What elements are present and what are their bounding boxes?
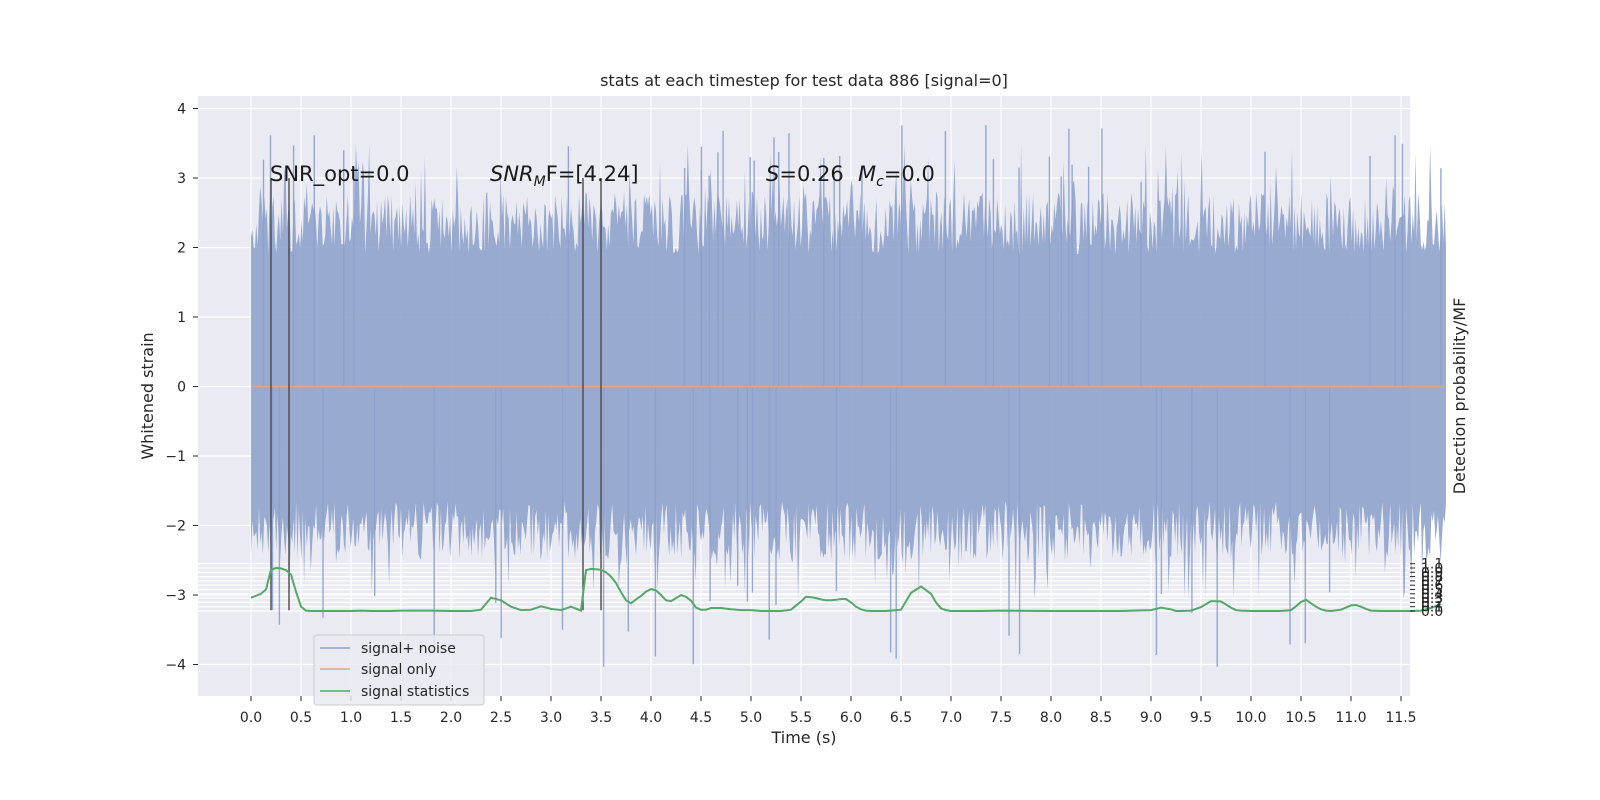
x-tick-label: 9.0 bbox=[1140, 710, 1162, 726]
y-tick-label: 3 bbox=[177, 171, 186, 187]
x-tick-label: 11.0 bbox=[1335, 710, 1366, 726]
chart-title: stats at each timestep for test data 886… bbox=[600, 71, 1008, 90]
x-tick-label: 6.5 bbox=[890, 710, 912, 726]
x-tick-label: 10.5 bbox=[1285, 710, 1316, 726]
x-tick-label: 0.5 bbox=[290, 710, 312, 726]
y-right-tick-label: 1.0 bbox=[1421, 561, 1443, 577]
y-tick-label: −4 bbox=[165, 658, 186, 674]
x-tick-label: 2.5 bbox=[490, 710, 512, 726]
y-right-tick-label: 0.6 bbox=[1421, 578, 1443, 594]
y-right-tick-label: 1.1 bbox=[1421, 557, 1443, 573]
x-tick-label: 0.0 bbox=[240, 710, 262, 726]
y-tick-label: 1 bbox=[177, 310, 186, 326]
y-axis-left-ticks: 4 3 2 1 0 −1 −2 −3 −4 bbox=[165, 102, 198, 674]
y-tick-label: −2 bbox=[165, 519, 186, 535]
y-tick-label: 4 bbox=[177, 102, 186, 118]
signal-plus-noise-spikes bbox=[262, 125, 1442, 667]
x-tick-label: 5.5 bbox=[790, 710, 812, 726]
annotation-snr-mf: SNRMF=[4.24] bbox=[490, 162, 639, 190]
y-right-tick-label: 0.0 bbox=[1421, 604, 1443, 620]
x-tick-label: 7.5 bbox=[990, 710, 1012, 726]
annotation-snr-opt: SNR_opt=0.0 bbox=[270, 162, 410, 187]
y-right-tick-label: 0.2 bbox=[1421, 595, 1443, 611]
x-tick-label: 2.0 bbox=[440, 710, 462, 726]
y-tick-label: −1 bbox=[165, 449, 186, 465]
x-tick-label: 8.5 bbox=[1090, 710, 1112, 726]
y-right-tick-label: 0.3 bbox=[1421, 591, 1443, 607]
signal-statistics-series bbox=[250, 566, 1442, 613]
annotation-mc: Mc=0.0 bbox=[858, 162, 935, 190]
x-tick-label: 11.5 bbox=[1385, 710, 1416, 726]
x-tick-label: 10.0 bbox=[1235, 710, 1266, 726]
x-tick-label: 3.0 bbox=[540, 710, 562, 726]
y-tick-label: −3 bbox=[165, 588, 186, 604]
legend: signal+ noise signal only signal statist… bbox=[313, 634, 485, 706]
legend-label-statistics: signal statistics bbox=[361, 684, 469, 700]
legend-label-noise: signal+ noise bbox=[361, 641, 456, 657]
y-right-tick-label: 0.8 bbox=[1421, 570, 1443, 586]
x-tick-label: 5.0 bbox=[740, 710, 762, 726]
x-tick-label: 1.5 bbox=[390, 710, 412, 726]
legend-box bbox=[313, 634, 485, 706]
x-tick-label: 9.5 bbox=[1190, 710, 1212, 726]
y-axis-right-label: Detection probability/MF bbox=[1450, 298, 1469, 495]
y-tick-label: 0 bbox=[177, 380, 186, 396]
y-axis-label: Whitened strain bbox=[138, 332, 157, 459]
y-right-tick-label: 0.1 bbox=[1421, 600, 1443, 616]
vertical-markers bbox=[270, 178, 602, 611]
x-tick-label: 3.5 bbox=[590, 710, 612, 726]
y-tick-label: 2 bbox=[177, 241, 186, 257]
y-right-tick-label: 0.4 bbox=[1421, 587, 1443, 603]
y-axis-right-ticks: 1.11.00.90.80.70.60.50.40.30.20.10.0 bbox=[1410, 557, 1443, 620]
x-tick-label: 7.0 bbox=[940, 710, 962, 726]
y-right-tick-label: 0.7 bbox=[1421, 574, 1443, 590]
x-tick-label: 8.0 bbox=[1040, 710, 1062, 726]
x-tick-label: 6.0 bbox=[840, 710, 862, 726]
y-right-tick-label: 0.5 bbox=[1421, 583, 1443, 599]
x-tick-label: 4.0 bbox=[640, 710, 662, 726]
annotation-s: S=0.26 bbox=[766, 162, 844, 186]
y-right-tick-label: 0.9 bbox=[1421, 565, 1443, 581]
x-axis-ticks: 0.0 0.5 1.0 1.5 2.0 2.5 3.0 3.5 4.0 4.5 5.0 5.5 6.0 6… bbox=[240, 696, 1417, 726]
legend-label-signal: signal only bbox=[361, 662, 436, 678]
x-tick-label: 1.0 bbox=[340, 710, 362, 726]
x-axis-label: Time (s) bbox=[770, 728, 836, 747]
signal-plus-noise-series bbox=[251, 143, 1446, 601]
x-tick-label: 4.5 bbox=[690, 710, 712, 726]
